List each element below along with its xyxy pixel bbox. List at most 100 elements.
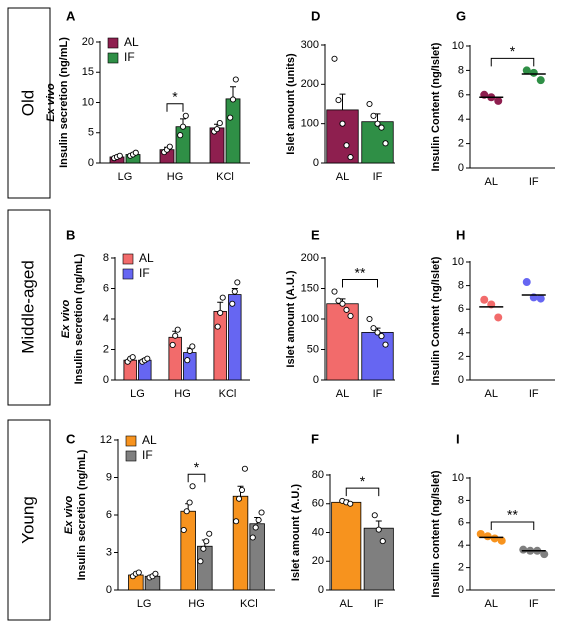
x-tick-label: KCl [240,598,258,610]
data-point [490,534,499,543]
y-tick-label: 50 [307,343,319,355]
x-tick-label: LG [137,598,152,610]
data-point [129,354,136,361]
y-tick-label: 0 [318,584,324,596]
data-point [347,154,354,161]
significance-label: * [172,89,178,105]
y-axis-label: Ex vivo [60,299,72,338]
legend-label: IF [142,448,153,462]
data-point [335,97,342,104]
x-tick-label: AL [485,598,498,610]
data-point [189,483,196,490]
bar [249,523,265,591]
bar [326,109,359,164]
y-tick-label: 20 [82,36,94,48]
y-tick-label: 4 [103,313,109,325]
data-point [366,100,373,108]
significance-bracket [342,279,378,288]
data-point [235,495,243,502]
y-tick-label: 6 [103,282,109,294]
data-point [184,357,191,364]
data-point [483,532,492,541]
significance-bracket [490,57,535,67]
y-tick-label: 0 [458,374,464,386]
data-point [217,309,224,316]
y-tick-label: 2 [458,350,464,362]
legend-label: AL [142,433,157,447]
y-tick-label: 6 [458,89,464,101]
data-point [180,526,187,534]
data-point [529,68,538,77]
data-point [182,112,189,119]
data-point [378,333,385,340]
significance-bracket [490,521,535,530]
significance-label: ** [507,507,518,523]
x-tick-label: KCl [216,171,234,183]
bar [331,501,362,591]
y-tick-label: 15 [82,66,94,78]
x-tick-label: AL [340,598,353,610]
x-tick-label: LG [130,388,145,400]
data-point [335,297,342,304]
y-axis-label: Insulin Content (ng/Islet) [430,256,442,385]
data-point [339,300,346,307]
panel-letter: G [456,8,466,23]
y-tick-label: 3 [106,546,112,558]
y-axis-label: Islet amount (A.U.) [290,484,302,582]
y-tick-label: 2 [103,343,109,355]
data-point [186,347,193,355]
data-point [343,306,350,313]
data-point [216,120,223,127]
y-axis-label: Insulin secretion (ng/mL) [58,37,70,168]
bar [228,294,242,381]
significance-bracket [187,473,206,483]
data-point [519,545,528,554]
significance-label: * [360,473,366,489]
data-point [229,96,237,103]
row-label: Young [18,496,37,544]
y-tick-label: 4 [458,539,464,551]
legend-swatch [107,52,119,64]
y-axis-label: Insulin secretion (ng/mL) [73,253,85,384]
legend-swatch [122,253,134,265]
data-point [347,312,354,320]
data-point [213,126,221,133]
significance-label: * [510,43,516,59]
bar [225,98,241,164]
legend-swatch [122,268,134,280]
bar [361,121,394,164]
y-tick-label: 10 [452,472,464,484]
data-point [135,569,142,576]
x-tick-label: HG [188,598,205,610]
y-tick-label: 0 [458,584,464,596]
data-point [249,534,256,541]
panel-letter: C [66,431,76,446]
y-tick-label: 4 [458,113,464,125]
data-point [200,545,207,552]
panel-letter: E [311,227,320,242]
y-tick-label: 6 [458,303,464,315]
data-point [497,536,506,545]
data-point [339,120,346,127]
bar [197,545,213,591]
x-tick-label: AL [336,171,349,183]
data-point [382,140,389,147]
data-point [132,149,139,156]
x-tick-label: AL [485,176,498,188]
data-point [214,323,221,330]
data-point [375,526,382,533]
x-tick-label: IF [373,388,383,400]
data-point [374,120,381,127]
y-tick-label: 200 [301,78,319,90]
y-axis-label: Islet amount (A.U.) [285,270,297,368]
significance-bracket [345,487,380,497]
y-tick-label: 10 [452,256,464,268]
y-tick-label: 0 [106,584,112,596]
legend-label: IF [124,50,135,64]
bar [180,510,196,591]
y-tick-label: 5 [88,127,94,139]
y-tick-label: 150 [301,282,319,294]
legend-label: AL [124,35,139,49]
bar [363,527,394,591]
